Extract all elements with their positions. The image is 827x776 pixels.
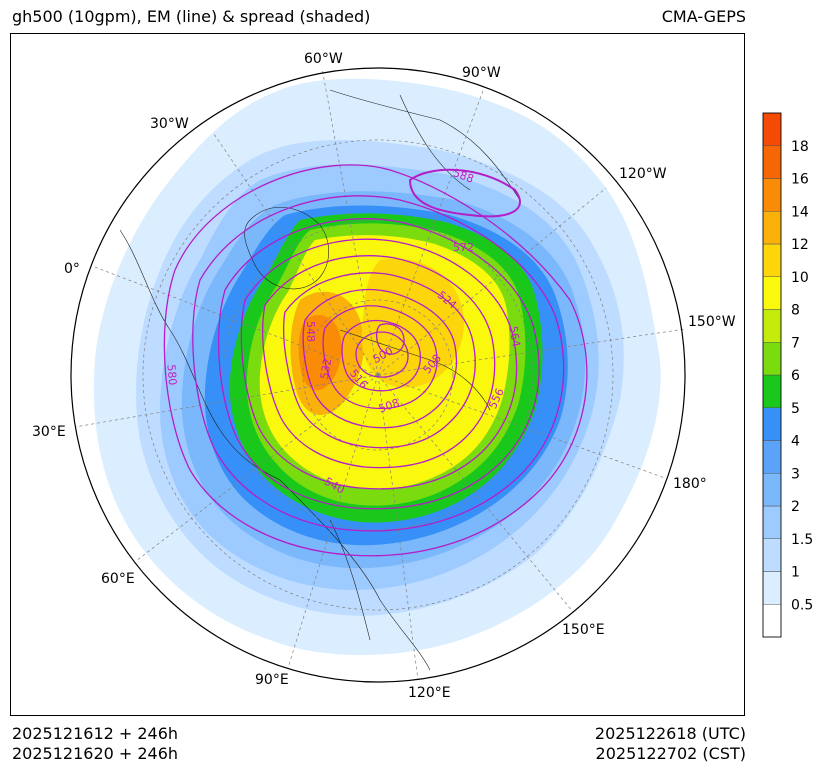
colorbar-segment <box>762 243 782 277</box>
colorbar-tick-label: 4 <box>791 434 800 450</box>
lon-label-30w: 30°W <box>150 116 189 132</box>
colorbar-outline <box>762 112 782 638</box>
colorbar-segment <box>762 538 782 572</box>
lon-label-150w: 150°W <box>688 314 736 330</box>
valid-time-utc: 2025122618 (UTC) <box>594 724 746 743</box>
colorbar-segment <box>762 145 782 179</box>
model-name: CMA-GEPS <box>661 7 746 26</box>
coastline-europe <box>119 229 281 481</box>
land-outlines <box>119 89 521 671</box>
colorbar-segment <box>762 178 782 212</box>
colorbar-tick-label: 10 <box>791 270 809 286</box>
colorbar-segment <box>762 342 782 376</box>
contour-548 <box>262 255 496 469</box>
contour-572 <box>192 195 565 532</box>
meridian-60w <box>321 67 379 376</box>
colorbar-segment <box>762 309 782 343</box>
contour-556 <box>240 238 518 490</box>
lon-label-120w: 120°W <box>619 166 667 182</box>
colorbar-tick-label: 8 <box>791 303 800 319</box>
lon-label-60w: 60°W <box>304 51 343 67</box>
map-frame <box>10 33 745 716</box>
colorbar-tick-label: 2 <box>791 499 800 515</box>
lon-label-180: 180° <box>673 476 707 492</box>
init-time-cst: 2025121620 + 246h <box>12 744 179 763</box>
lon-label-90w: 90°W <box>462 65 501 81</box>
meridian-180 <box>377 374 666 479</box>
colorbar-segment <box>762 211 782 245</box>
latitude-circle-30 <box>142 139 614 611</box>
colorbar-tick-label: 18 <box>791 139 809 155</box>
colorbar-segment <box>762 473 782 507</box>
colorbar-tick-label: 5 <box>791 401 800 417</box>
contour-516 <box>341 319 422 392</box>
contour-524 <box>322 305 438 410</box>
meridian-150w <box>377 328 686 376</box>
lon-label-30e: 30°E <box>32 424 66 440</box>
coastline-greenland <box>244 207 329 290</box>
contour-532 <box>302 289 458 429</box>
coastline-arctic-russia <box>339 329 491 411</box>
longitude-labels: 60°W 90°W 30°W 120°W 0° 150°W 30°E 180° … <box>32 51 736 701</box>
colorbar-segment <box>762 112 782 146</box>
latitude-circle-75 <box>302 299 454 451</box>
meridian-120w <box>377 187 607 376</box>
chart-title: gh500 (10gpm), EM (line) & spread (shade… <box>12 7 371 26</box>
latitude-circle-60 <box>222 219 534 531</box>
contour-508 <box>355 331 409 378</box>
colorbar-segment <box>762 374 782 408</box>
colorbar-tick-label: 1.5 <box>791 532 813 548</box>
colorbar-tick-label: 1 <box>791 565 800 581</box>
coastline-asia <box>279 479 431 671</box>
lon-label-60e: 60°E <box>101 571 135 587</box>
colorbar-tick-label: 14 <box>791 204 809 220</box>
meridian-60e <box>135 374 379 562</box>
contour-label: 564 <box>506 325 522 348</box>
colorbar-segment <box>762 276 782 310</box>
contour-label: 580 <box>164 364 179 386</box>
contour-564 <box>217 218 540 510</box>
lon-label-150e: 150°E <box>562 622 605 638</box>
colorbar-segment <box>762 440 782 474</box>
colorbar-segment <box>762 604 782 638</box>
valid-time-cst: 2025122702 (CST) <box>595 744 746 763</box>
lon-label-0: 0° <box>64 261 80 277</box>
contour-label: 548 <box>304 321 317 342</box>
colorbar-tick-label: 12 <box>791 237 809 253</box>
contour-label: 572 <box>453 241 474 254</box>
colorbar: 0.5 1 1.5 2 3 4 5 6 7 8 10 12 14 16 18 <box>762 112 813 638</box>
colorbar-tick-label: 7 <box>791 335 800 351</box>
contour-500 <box>375 323 405 355</box>
lon-label-90e: 90°E <box>255 672 289 688</box>
colorbar-tick-label: 0.5 <box>791 597 813 613</box>
contour-540 <box>283 272 476 449</box>
colorbar-segment <box>762 571 782 605</box>
map-boundary-circle <box>70 67 686 683</box>
colorbar-segment <box>762 407 782 441</box>
colorbar-segment <box>762 505 782 539</box>
colorbar-tick-label: 3 <box>791 466 800 482</box>
init-time-utc: 2025121612 + 246h <box>12 724 179 743</box>
graticule <box>74 67 686 681</box>
contour-588 <box>408 168 521 218</box>
coastline-north-america <box>329 89 521 201</box>
lon-label-120e: 120°E <box>408 685 451 701</box>
contour-label: 532 <box>318 357 334 380</box>
colorbar-tick-label: 16 <box>791 172 809 188</box>
contour-580 <box>163 164 588 557</box>
spread-shading <box>71 68 685 682</box>
ensemble-mean-contours <box>163 164 588 557</box>
colorbar-tick-label: 6 <box>791 368 800 384</box>
